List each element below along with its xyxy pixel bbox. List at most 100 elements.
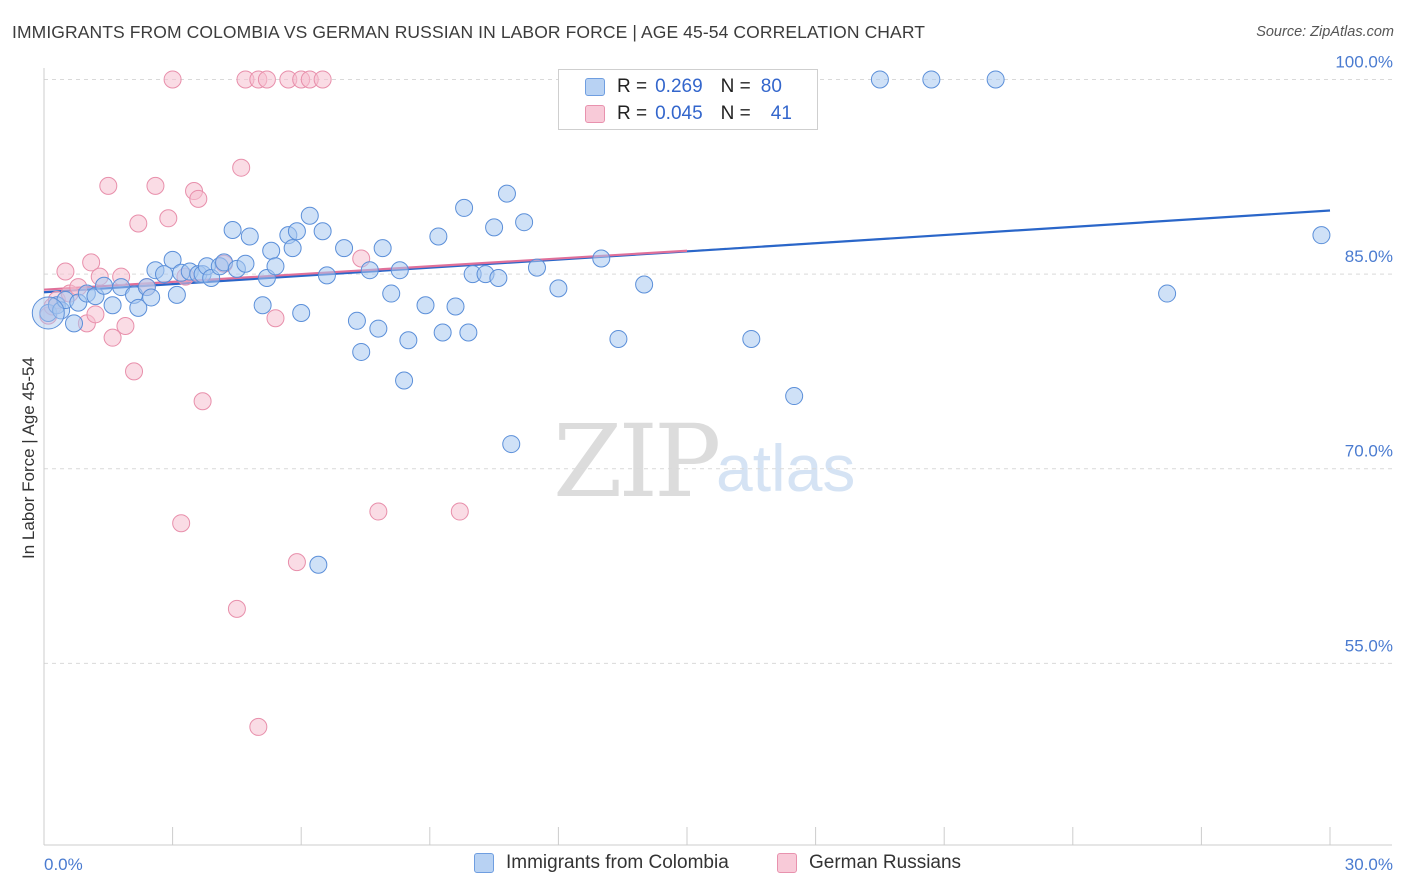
legend-row-german-russians: R = 0.045 N = 41 bbox=[585, 103, 792, 125]
point-colombia bbox=[292, 304, 311, 323]
point-colombia bbox=[266, 257, 285, 276]
point-colombia bbox=[870, 70, 889, 89]
legend-label-colombia: Immigrants from Colombia bbox=[506, 852, 729, 873]
watermark-zip: ZIP bbox=[553, 403, 721, 520]
point-colombia bbox=[309, 555, 328, 574]
point-colombia bbox=[236, 254, 255, 273]
x-tick-label: 30.0% bbox=[1345, 855, 1393, 874]
point-colombia bbox=[515, 213, 534, 232]
point-colombia bbox=[429, 227, 448, 246]
y-axis-label: In Labor Force | Age 45-54 bbox=[19, 357, 38, 559]
source-credit: Source: ZipAtlas.com bbox=[1256, 24, 1394, 40]
point-german-russians bbox=[56, 262, 75, 281]
point-colombia bbox=[446, 297, 465, 316]
point-german-russians bbox=[232, 158, 251, 177]
point-german-russians bbox=[189, 189, 208, 208]
point-colombia bbox=[549, 279, 568, 298]
point-colombia bbox=[382, 284, 401, 303]
point-colombia bbox=[253, 296, 272, 315]
legend-n-value: 80 bbox=[760, 76, 782, 97]
data-points bbox=[31, 70, 1331, 736]
tick-labels: 55.0% 70.0% 85.0% 100.0% 0.0% 30.0% bbox=[44, 52, 1393, 874]
point-german-russians bbox=[129, 214, 148, 233]
point-colombia bbox=[347, 311, 366, 330]
legend-swatch-blue bbox=[585, 78, 605, 96]
series-legend: Immigrants from Colombia German Russians bbox=[0, 852, 1406, 878]
point-colombia bbox=[163, 250, 182, 269]
y-tick-label: 55.0% bbox=[1345, 636, 1393, 655]
legend-item-german-russians: German Russians bbox=[777, 852, 961, 874]
point-colombia bbox=[399, 331, 418, 350]
point-colombia bbox=[95, 276, 114, 295]
point-german-russians bbox=[313, 70, 332, 89]
legend-r-value: 0.269 bbox=[655, 76, 703, 97]
point-colombia bbox=[922, 70, 941, 89]
legend-n-label: N = bbox=[720, 76, 751, 97]
point-colombia bbox=[785, 387, 804, 406]
legend-swatch-pink bbox=[777, 853, 797, 873]
point-german-russians bbox=[103, 328, 122, 347]
point-colombia bbox=[390, 261, 409, 280]
x-tick-label: 0.0% bbox=[44, 855, 83, 874]
point-german-russians bbox=[163, 70, 182, 89]
point-colombia bbox=[129, 298, 148, 317]
point-german-russians bbox=[193, 392, 212, 411]
point-colombia bbox=[240, 227, 259, 246]
point-colombia bbox=[223, 220, 242, 239]
point-colombia bbox=[459, 323, 478, 342]
legend-n-label: N = bbox=[720, 103, 751, 124]
point-colombia bbox=[986, 70, 1005, 89]
point-colombia bbox=[313, 222, 332, 241]
legend-r-value: 0.045 bbox=[655, 103, 703, 124]
legend-swatch-pink bbox=[585, 105, 605, 123]
chart-title: IMMIGRANTS FROM COLOMBIA VS GERMAN RUSSI… bbox=[12, 22, 926, 42]
point-colombia bbox=[360, 261, 379, 280]
point-german-russians bbox=[172, 514, 191, 533]
point-colombia bbox=[497, 184, 516, 203]
axes bbox=[43, 68, 1392, 846]
point-german-russians bbox=[159, 209, 178, 228]
legend-item-colombia: Immigrants from Colombia bbox=[474, 852, 729, 874]
point-colombia bbox=[373, 239, 392, 258]
legend-r-label: R = bbox=[617, 76, 648, 97]
point-german-russians bbox=[116, 316, 135, 335]
legend-swatch-blue bbox=[474, 853, 494, 873]
point-colombia bbox=[395, 371, 414, 390]
point-colombia bbox=[1312, 226, 1331, 245]
point-german-russians bbox=[86, 305, 105, 324]
point-colombia bbox=[489, 268, 508, 287]
point-german-russians bbox=[99, 176, 118, 195]
point-german-russians bbox=[369, 502, 388, 521]
legend-n-value: 41 bbox=[770, 103, 792, 124]
point-colombia bbox=[502, 435, 521, 454]
point-colombia bbox=[609, 329, 628, 348]
point-colombia bbox=[485, 218, 504, 237]
point-german-russians bbox=[257, 70, 276, 89]
y-tick-label: 85.0% bbox=[1345, 247, 1393, 266]
y-tick-label: 100.0% bbox=[1335, 52, 1393, 71]
correlation-legend: R = 0.269 N = 80 R = 0.045 N = 41 bbox=[558, 69, 818, 130]
point-colombia bbox=[1158, 284, 1177, 303]
legend-label-german-russians: German Russians bbox=[809, 852, 962, 873]
point-colombia bbox=[287, 222, 306, 241]
point-colombia bbox=[65, 314, 84, 333]
point-german-russians bbox=[249, 717, 268, 736]
point-colombia bbox=[317, 266, 336, 285]
point-german-russians bbox=[82, 253, 101, 272]
point-colombia bbox=[592, 249, 611, 268]
watermark-atlas: atlas bbox=[716, 431, 856, 505]
point-colombia bbox=[455, 198, 474, 217]
point-colombia bbox=[635, 275, 654, 294]
point-colombia bbox=[103, 296, 122, 315]
point-colombia bbox=[433, 323, 452, 342]
point-colombia bbox=[742, 329, 761, 348]
point-colombia bbox=[167, 285, 186, 304]
legend-row-colombia: R = 0.269 N = 80 bbox=[585, 76, 782, 98]
point-german-russians bbox=[266, 309, 285, 328]
point-colombia bbox=[352, 342, 371, 361]
point-german-russians bbox=[227, 599, 246, 618]
point-german-russians bbox=[450, 502, 469, 521]
y-tick-label: 70.0% bbox=[1345, 442, 1393, 461]
point-german-russians bbox=[146, 176, 165, 195]
